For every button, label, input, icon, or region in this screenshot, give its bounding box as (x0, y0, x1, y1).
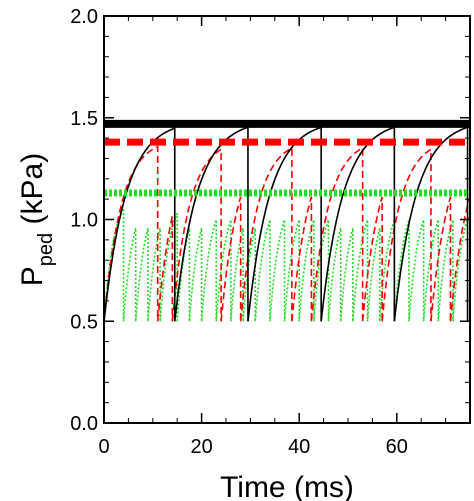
series-sawtooth-path (103, 127, 176, 322)
series-sawtooth-path (176, 227, 191, 322)
series-sawtooth-path (339, 227, 354, 322)
series-sawtooth-path (381, 147, 432, 322)
y-axis-title-subscript: ped (35, 233, 57, 266)
series-sawtooth-path (147, 227, 161, 322)
series-sawtooth-path (215, 219, 232, 322)
tick-layer: 0 20 40 60 0.0 0.5 1.0 1.5 2.0 (70, 6, 470, 458)
x-axis-title: Time (ms) (220, 471, 354, 501)
y-tick-label: 2.0 (70, 6, 98, 28)
series-sawtooth-path (352, 219, 369, 322)
series-sawtooth-path (188, 227, 203, 322)
series-sawtooth-path (103, 145, 159, 322)
series-sawtooth-path (156, 216, 174, 322)
series-sawtooth-path (171, 147, 222, 322)
series-sawtooth-path (320, 126, 396, 322)
series-sawtooth-path (220, 196, 242, 322)
series-sawtooth-path (283, 219, 300, 322)
series-sawtooth-path (242, 227, 257, 322)
series-sawtooth-path (173, 126, 249, 322)
y-tick-label: 0.5 (70, 311, 98, 333)
series-sawtooth-path (313, 219, 330, 322)
series-layer (103, 126, 471, 322)
y-axis-title: Pped (kPa) (16, 153, 57, 286)
series-sawtooth-path (310, 146, 364, 322)
series-sawtooth-path (122, 227, 137, 322)
series-sawtooth-path (430, 196, 452, 322)
y-tick-label: 1.0 (70, 210, 98, 232)
y-axis-title-unit: (kPa) (16, 153, 49, 233)
threshold-layer (104, 119, 470, 197)
x-tick-label: 40 (288, 436, 310, 458)
x-tick-label: 0 (98, 436, 109, 458)
series-sawtooth-path (230, 227, 244, 322)
series-sawtooth-path (361, 196, 383, 322)
series-sawtooth-path (134, 227, 149, 322)
y-tick-label: 0.0 (70, 413, 98, 435)
series-sawtooth-path (247, 126, 322, 322)
series-sawtooth-path (366, 227, 381, 322)
x-tick-label: 20 (190, 436, 212, 458)
y-axis-title-main: P (16, 266, 49, 286)
series-sawtooth-path (449, 196, 471, 322)
series-sawtooth-path (378, 219, 396, 322)
series-sawtooth-path (254, 219, 271, 322)
series-sawtooth-path (393, 126, 469, 322)
y-tick-label: 1.5 (70, 108, 98, 130)
series-sawtooth-path (327, 227, 342, 322)
series-sawtooth-path (200, 219, 218, 322)
series-sawtooth-path (408, 219, 425, 322)
series-sawtooth-path (393, 219, 410, 322)
series-sawtooth-path (239, 146, 293, 322)
series-sawtooth-path (269, 219, 286, 322)
series-sawtooth-path (422, 219, 440, 322)
x-tick-label: 60 (386, 436, 408, 458)
series-sawtooth-path (291, 196, 313, 322)
